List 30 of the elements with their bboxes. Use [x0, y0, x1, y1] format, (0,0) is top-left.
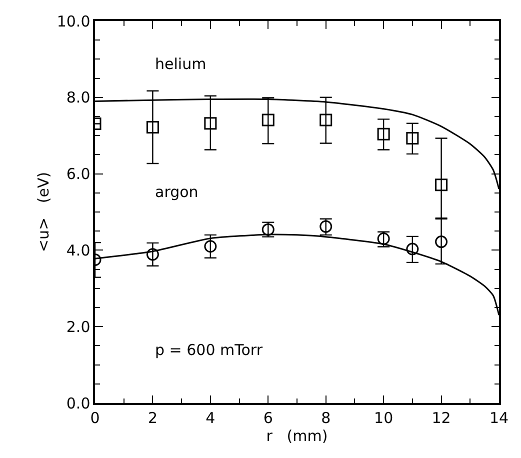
point	[377, 128, 390, 140]
x-tick-label: 12	[432, 408, 451, 427]
point	[406, 242, 419, 256]
point	[204, 117, 217, 130]
y-tick-label: 8.0	[66, 88, 90, 107]
x-tick-label: 10	[374, 408, 394, 427]
point	[435, 236, 448, 248]
x-axis-title: r (mm)	[266, 426, 328, 445]
x-tick-label: 14	[489, 408, 509, 427]
x-tick-label: 4	[206, 408, 216, 427]
y-tick-label: 10.0	[56, 12, 90, 30]
x-tick-label: 6	[263, 408, 273, 427]
x-tick-label: 0	[90, 408, 100, 427]
point	[320, 114, 332, 126]
point	[146, 248, 159, 261]
y-tick-label: 2.0	[66, 318, 90, 336]
point	[204, 240, 217, 253]
x-tick-label: 2	[148, 408, 158, 427]
point	[435, 178, 448, 192]
point	[262, 114, 274, 126]
y-tick-label: 6.0	[66, 165, 90, 184]
point	[406, 132, 419, 145]
point	[146, 120, 159, 134]
text: helium	[155, 55, 206, 73]
y-axis-title: <u> (eV)	[34, 172, 53, 252]
annotation: p = 600 mTorr	[155, 341, 264, 359]
text: argon	[155, 183, 198, 201]
y-tick-label: 4.0	[66, 241, 90, 260]
x-tick-label: 8	[321, 408, 331, 427]
y-tick-label: 0.0	[66, 394, 90, 412]
